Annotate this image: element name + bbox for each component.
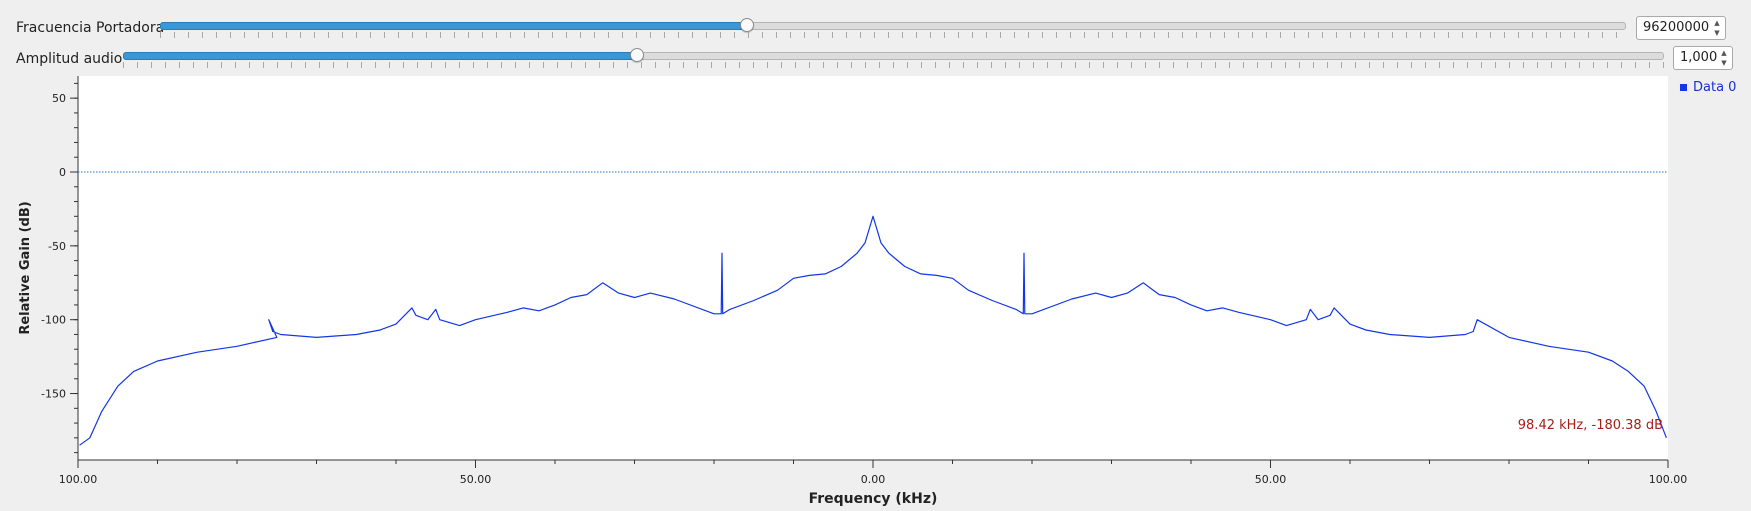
cursor-readout: 98.42 kHz, -180.38 dB [1517, 418, 1663, 433]
audio-amplitude-label: Amplitud audio [16, 51, 123, 67]
audio-amplitude-spinbox[interactable]: 1,000 ▲ ▼ [1673, 46, 1733, 70]
audio-spin-arrows-icon[interactable]: ▲ ▼ [1721, 49, 1727, 67]
y-axis-title: Relative Gain (dB) [18, 201, 33, 334]
carrier-frequency-slider[interactable] [160, 18, 1626, 40]
y-tick-label: -150 [41, 388, 66, 401]
x-axis-title: Frequency (kHz) [809, 491, 938, 507]
carrier-frequency-spinbox[interactable]: 96200000 ▲ ▼ [1636, 16, 1726, 40]
y-tick-label: 50 [52, 92, 66, 105]
audio-slider-ticks [123, 62, 1664, 68]
audio-slider-handle[interactable] [630, 48, 645, 62]
x-tick-label: 0.00 [861, 473, 886, 486]
audio-amplitude-slider[interactable] [123, 48, 1664, 70]
series-line-data-0 [79, 215, 1667, 446]
y-tick-label: 0 [59, 166, 66, 179]
carrier-frequency-row: Fracuencia Portadora 96200000 ▲ ▼ [0, 16, 1751, 44]
carrier-spin-arrows-icon[interactable]: ▲ ▼ [1714, 19, 1720, 37]
audio-amplitude-value: 1,000 [1680, 50, 1718, 65]
y-tick-label: -100 [41, 314, 66, 327]
legend-swatch-data-0 [1680, 84, 1687, 91]
carrier-slider-ticks [160, 32, 1626, 38]
x-tick-label: 50.00 [1255, 473, 1287, 486]
carrier-slider-handle[interactable] [740, 18, 755, 32]
legend-label-data-0: Data 0 [1693, 80, 1737, 95]
x-tick-label: 100.00 [59, 473, 98, 486]
carrier-frequency-label: Fracuencia Portadora [16, 20, 165, 36]
x-tick-label: 100.00 [1649, 473, 1688, 486]
x-tick-label: 50.00 [460, 473, 492, 486]
y-tick-label: -50 [48, 240, 66, 253]
plot-area[interactable] [78, 76, 1668, 460]
carrier-frequency-value: 96200000 [1643, 20, 1710, 35]
legend[interactable]: Data 0 [1680, 80, 1736, 95]
audio-amplitude-row: Amplitud audio 1,000 ▲ ▼ [0, 46, 1751, 74]
